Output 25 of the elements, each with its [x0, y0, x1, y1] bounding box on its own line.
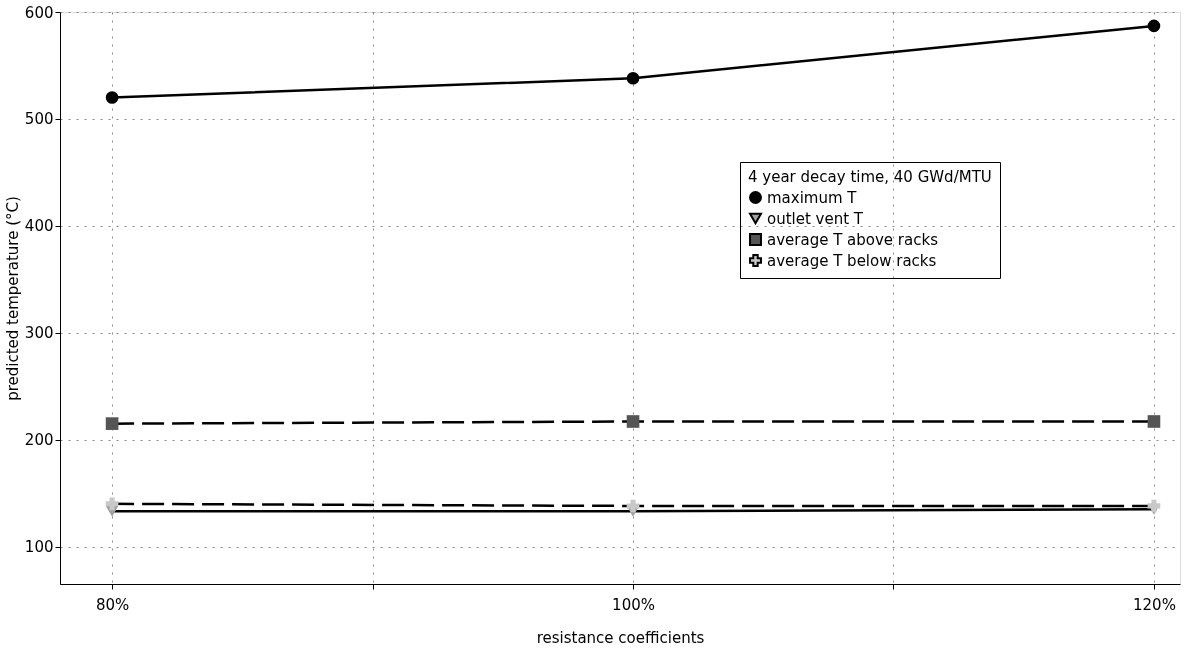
- legend-label: outlet vent T: [767, 209, 864, 228]
- point: [105, 91, 119, 104]
- y-tick-label: 400: [24, 217, 54, 236]
- point: [105, 417, 119, 430]
- point: [626, 499, 640, 513]
- y-tick-label: 200: [24, 431, 54, 450]
- legend-label: maximum T: [767, 188, 858, 207]
- point: [1147, 499, 1161, 513]
- y-tick-label: 500: [24, 110, 54, 129]
- y-tick-label: 600: [24, 3, 54, 22]
- x-tick-label: 120%: [1133, 595, 1176, 614]
- x-tick-label: 100%: [612, 595, 655, 614]
- point: [626, 415, 640, 428]
- x-tick-label: 80%: [95, 595, 130, 614]
- x-axis-title: resistance coefficients: [536, 628, 705, 647]
- y-axis-title: predicted temperature (°C): [3, 196, 22, 401]
- point: [105, 497, 119, 511]
- point: [1147, 19, 1161, 33]
- legend-label: average T above racks: [767, 230, 939, 249]
- y-tick-label: 300: [24, 324, 54, 343]
- point: [1147, 415, 1161, 428]
- point: [626, 71, 640, 85]
- legend-title: 4 year decay time, 40 GWd/MTU: [748, 168, 992, 186]
- legend-label: average T below racks: [767, 251, 937, 270]
- y-tick-label: 100: [24, 538, 54, 557]
